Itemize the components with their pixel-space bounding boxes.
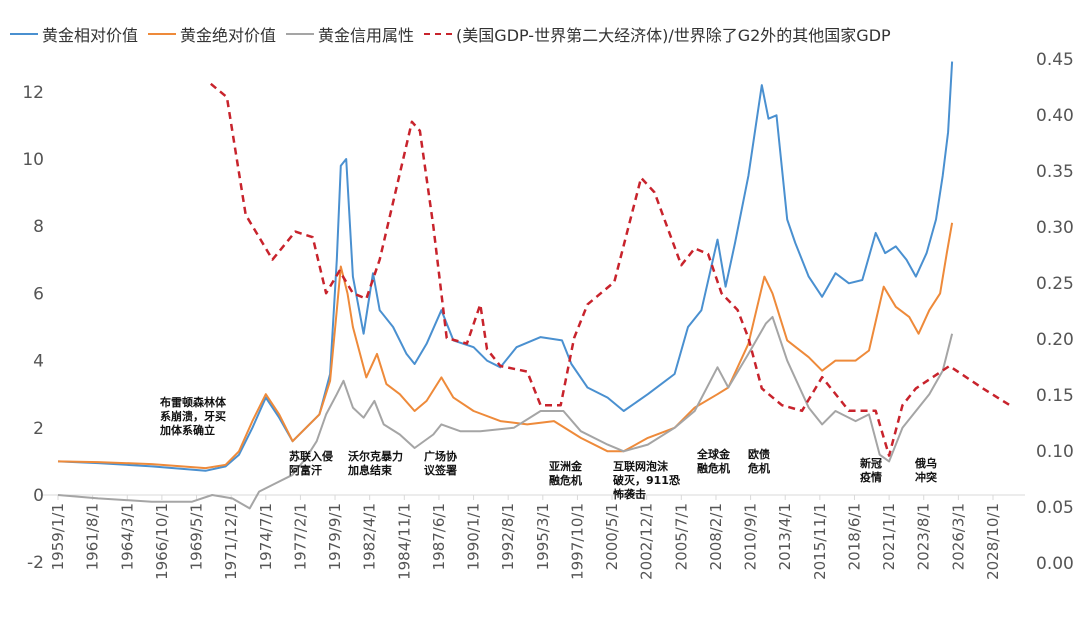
right-tick-label: 0.10 xyxy=(1036,442,1074,462)
legend-item: 黄金绝对价值 xyxy=(148,22,276,46)
x-tick-label: 1964/3/1 xyxy=(118,503,136,570)
x-tick-label: 2010/9/1 xyxy=(742,503,760,570)
legend-label: (美国GDP-世界第二大经济体)/世界除了G2外的其他国家GDP xyxy=(456,26,891,45)
x-tick-label: 1995/3/1 xyxy=(534,503,552,570)
x-tick-label: 1984/11/1 xyxy=(395,503,413,580)
annotation-volcker: 沃尔克暴力 加息结束 xyxy=(348,450,403,477)
right-tick-label: 0.40 xyxy=(1036,106,1074,126)
x-tick-label: 2021/1/1 xyxy=(880,503,898,570)
legend-item: (美国GDP-世界第二大经济体)/世界除了G2外的其他国家GDP xyxy=(424,22,891,46)
x-tick-label: 1997/10/1 xyxy=(568,503,586,580)
x-tick-label: 1992/8/1 xyxy=(499,503,517,570)
legend-label: 黄金相对价值 xyxy=(42,26,139,45)
legend-swatch xyxy=(10,33,38,35)
annotation-euro-debt: 欧债 危机 xyxy=(748,448,770,475)
left-tick-label: -2 xyxy=(27,553,44,573)
x-tick-label: 1961/8/1 xyxy=(84,503,102,570)
annotation-dotcom-911: 互联网泡沫 破灭，911恐 怖袭击 xyxy=(613,460,680,501)
x-tick-label: 2026/3/1 xyxy=(949,503,967,570)
series-line-3 xyxy=(210,82,1011,457)
left-tick-label: 8 xyxy=(33,217,44,237)
series-line-2 xyxy=(57,315,954,510)
x-tick-label: 2005/7/1 xyxy=(672,503,690,570)
x-tick-label: 1977/2/1 xyxy=(291,503,309,570)
right-tick-label: 0.35 xyxy=(1036,162,1074,182)
legend-swatch xyxy=(148,33,177,35)
right-tick-label: 0.05 xyxy=(1036,498,1074,518)
x-tick-label: 1966/10/1 xyxy=(153,503,171,580)
annotation-russia-ukraine: 俄乌 冲突 xyxy=(915,457,937,484)
x-tick-label: 1982/4/1 xyxy=(361,503,379,570)
x-tick-label: 1974/7/1 xyxy=(257,503,275,570)
legend: 黄金相对价值 黄金绝对价值 黄金信用属性 (美国GDP-世界第二大经济体)/世界除了G… xyxy=(10,22,891,46)
right-tick-label: 0.25 xyxy=(1036,274,1074,294)
legend-item: 黄金相对价值 xyxy=(10,22,138,46)
right-tick-label: 0.00 xyxy=(1036,554,1074,574)
x-tick-label: 2018/6/1 xyxy=(845,503,863,570)
annotation-asian-crisis: 亚洲金 融危机 xyxy=(549,460,582,487)
x-tick-label: 1969/5/1 xyxy=(188,503,206,570)
x-tick-label: 2013/4/1 xyxy=(776,503,794,570)
x-tick-label: 1971/12/1 xyxy=(222,503,240,580)
right-tick-label: 0.15 xyxy=(1036,386,1074,406)
right-tick-label: 0.20 xyxy=(1036,330,1074,350)
annotation-plaza-accord: 广场协 议签署 xyxy=(424,450,457,477)
x-tick-label: 2023/8/1 xyxy=(915,503,933,570)
legend-label: 黄金绝对价值 xyxy=(180,26,277,45)
left-tick-label: 0 xyxy=(33,486,44,506)
x-tick-label: 1990/1/1 xyxy=(465,503,483,570)
x-tick-label: 2000/5/1 xyxy=(603,503,621,570)
right-tick-label: 0.45 xyxy=(1036,50,1074,70)
annotation-covid: 新冠 疫情 xyxy=(860,457,882,484)
annotation-afghanistan: 苏联入侵 阿富汗 xyxy=(289,450,333,477)
legend-swatch xyxy=(424,33,453,35)
legend-label: 黄金信用属性 xyxy=(318,26,415,45)
x-tick-label: 2002/12/1 xyxy=(638,503,656,580)
x-tick-label: 2028/10/1 xyxy=(984,503,1002,580)
left-tick-label: 12 xyxy=(22,83,44,103)
x-tick-label: 2008/2/1 xyxy=(707,503,725,570)
left-tick-label: 2 xyxy=(33,419,44,439)
left-tick-label: 6 xyxy=(33,284,44,304)
x-tick-label: 1987/6/1 xyxy=(430,503,448,570)
x-tick-label: 1979/9/1 xyxy=(326,503,344,570)
annotation-gfc: 全球金 融危机 xyxy=(697,448,730,475)
right-tick-label: 0.30 xyxy=(1036,218,1074,238)
legend-swatch xyxy=(286,33,315,35)
x-tick-label: 1959/1/1 xyxy=(49,503,67,570)
annotation-bretton-woods: 布雷顿森林体 系崩溃，牙买 加体系确立 xyxy=(160,396,226,437)
legend-item: 黄金信用属性 xyxy=(286,22,414,46)
left-tick-label: 4 xyxy=(33,352,44,372)
series-line-1 xyxy=(57,222,954,470)
x-tick-label: 2015/11/1 xyxy=(811,503,829,580)
left-tick-label: 10 xyxy=(22,150,44,170)
